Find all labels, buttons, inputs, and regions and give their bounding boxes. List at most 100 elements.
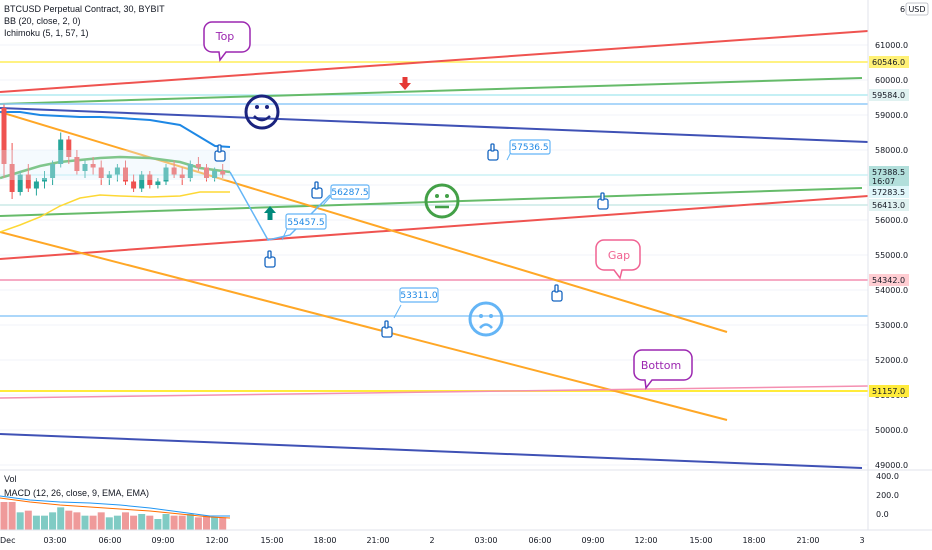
pink-trend-line[interactable] (0, 385, 869, 399)
candle-body (98, 167, 104, 178)
time-tick-label: 21:00 (366, 536, 389, 545)
top-callout-text: Top (215, 30, 235, 43)
time-axis: Dec 03:00 06:00 09:00 12:00 15:00 18:00 21:00 2 0… (0, 536, 865, 545)
volume-bar (97, 512, 105, 530)
price-tag-text: 51157.0 (872, 387, 905, 396)
price-axis: 61000.060000.059000.058000.057000.056000… (875, 2, 929, 470)
volume-bar (170, 515, 178, 530)
pointing-hand-icon-6 (551, 284, 563, 302)
bottom-callout[interactable]: Bottom (633, 349, 693, 390)
volume-bar (41, 515, 48, 530)
macd-tick-label: 400.0 (876, 472, 899, 481)
time-tick-label: Dec (0, 536, 15, 545)
price-tag-box (869, 56, 909, 68)
pointing-hand-icon-5 (597, 192, 609, 210)
candle-body (50, 164, 56, 178)
candle-body (212, 171, 218, 178)
candle-body (1, 108, 7, 164)
gap-callout[interactable]: Gap (595, 239, 641, 280)
vol-legend: Vol (4, 474, 17, 484)
green-trend-lower[interactable] (0, 187, 863, 217)
price-tick-label: 60000.0 (875, 76, 908, 85)
price-tick-label: 50000.0 (875, 426, 908, 435)
time-tick-label: 09:00 (151, 536, 174, 545)
volume-bar (130, 515, 138, 530)
price-tag-text: 16:07 (872, 177, 895, 186)
macd-axis: 400.0 200.0 0.0 (876, 472, 899, 519)
price-tag-box (869, 175, 909, 187)
volume-bar (203, 515, 210, 530)
volume-bar (0, 502, 8, 530)
ichimoku-cloud (0, 150, 230, 180)
candle-body (155, 181, 161, 185)
red-trend-upper[interactable] (0, 30, 869, 93)
volume-bar (65, 510, 73, 530)
bb-basis-line (0, 155, 231, 180)
price-tag-box (869, 199, 909, 211)
price-label-57536-text: 57536.5 (511, 143, 548, 153)
price-tag-box (869, 274, 909, 286)
price-label-56287[interactable]: 56287.5 (322, 184, 370, 206)
up-arrow-icon (264, 206, 276, 220)
time-tick-label: 06:00 (528, 536, 551, 545)
currency-box[interactable] (905, 2, 929, 16)
happy-face-icon (244, 94, 280, 130)
time-tick-label: 09:00 (581, 536, 604, 545)
candle-body (66, 139, 72, 157)
time-tick-label: 18:00 (742, 536, 765, 545)
currency-label: USD (908, 5, 925, 14)
price-label-53311[interactable]: 53311.0 (393, 287, 439, 319)
price-label-57536[interactable]: 57536.5 (506, 139, 551, 161)
candle-body (25, 174, 31, 189)
price-tick-label: 56000.0 (875, 216, 908, 225)
price-tick-label: 49000.0 (875, 461, 908, 470)
neutral-face-icon (424, 183, 460, 219)
price-tick-label: 52000.0 (875, 356, 908, 365)
price-tag-text: 57388.5 (872, 168, 905, 177)
ichimoku-legend: Ichimoku (5, 1, 57, 1) (4, 28, 89, 38)
pointing-hand-icon-1 (214, 144, 226, 162)
macd-tick-label: 0.0 (876, 510, 889, 519)
price-tag-box (869, 89, 909, 101)
volume-bar (81, 515, 89, 530)
price-label-55457[interactable]: 55457.5 (281, 213, 327, 241)
price-tag-box (869, 385, 909, 397)
green-trend-upper[interactable] (0, 77, 863, 105)
candle-body (90, 164, 96, 168)
orange-channel-lower[interactable] (0, 231, 728, 421)
price-tag-text: 56413.0 (872, 201, 905, 210)
volume-bar (73, 512, 81, 530)
volume-bar (211, 517, 219, 530)
candle-body (123, 167, 128, 182)
chart-title: BTCUSD Perpetual Contract, 30, BYBIT (4, 4, 165, 14)
top-callout[interactable]: Top (203, 21, 251, 62)
time-tick-label: 03:00 (474, 536, 497, 545)
candle-body (17, 174, 23, 192)
volume-bar (32, 515, 40, 530)
volume-bar (154, 519, 162, 530)
navy-trend-lower[interactable] (0, 433, 863, 469)
price-tag-box (869, 186, 909, 198)
candle-body (187, 164, 193, 178)
macd-legend: MACD (12, 26, close, 9, EMA, EMA) (4, 488, 150, 498)
price-label-56287-text: 56287.5 (331, 188, 368, 198)
volume-bar (16, 512, 24, 530)
candlestick-series (1, 104, 226, 199)
red-trend-lower[interactable] (0, 195, 869, 260)
candle-body (82, 164, 88, 171)
orange-channel-upper[interactable] (0, 111, 728, 333)
macd-tick-label: 200.0 (876, 491, 899, 500)
price-tag-text: 54342.0 (872, 276, 905, 285)
volume-bar (113, 515, 121, 530)
bb-upper-line (0, 111, 231, 148)
candle-body (131, 181, 137, 189)
volume-bar (186, 514, 194, 530)
volume-bar (49, 512, 57, 530)
macd-line (0, 495, 230, 517)
navy-trend-upper[interactable] (0, 107, 869, 143)
pointing-hand-icon-3 (264, 250, 276, 268)
volume-bar (24, 510, 32, 530)
candle-body (58, 139, 64, 164)
price-tick-label: 55000.0 (875, 251, 908, 260)
